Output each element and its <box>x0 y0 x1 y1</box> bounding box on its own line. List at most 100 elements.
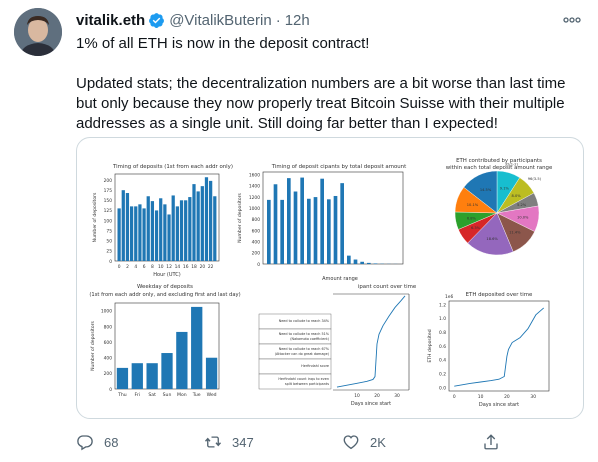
chart4-ytick: 800 <box>104 324 113 330</box>
chart1-bar <box>138 204 142 261</box>
chart2-bar <box>273 184 278 264</box>
chart6-exponent: 1e6 <box>445 294 453 300</box>
chart1-bar <box>196 191 200 261</box>
chart1-bar <box>129 206 134 261</box>
chart4-xtick: Tue <box>192 392 201 398</box>
like-count: 2K <box>370 434 386 450</box>
chart1-xtick: 16 <box>183 264 189 270</box>
chart4-xtick: Fri <box>135 392 140 398</box>
chart2-bar <box>367 262 371 264</box>
chart1-xtick: 8 <box>151 264 154 270</box>
chart3-slice-pct: 9.1% <box>500 187 510 191</box>
chart2-bar <box>307 198 311 264</box>
chart1-bar <box>150 201 155 261</box>
chart4-xtick: Mon <box>177 392 187 398</box>
chart1-bar <box>134 206 138 261</box>
chart1-ytick: 50 <box>106 239 112 245</box>
chart1-bar <box>159 198 163 261</box>
chart1-bar <box>175 206 179 261</box>
chart2-bar <box>347 255 351 264</box>
chart5-title: ipant count over time <box>358 284 417 290</box>
share-icon <box>484 434 498 450</box>
reply-button[interactable]: 68 <box>76 430 118 454</box>
chart5-xtick: 20 <box>374 393 380 399</box>
chart2-ytick: 1400 <box>249 184 260 190</box>
chart3-slice-label: 96(3-5) <box>528 177 542 181</box>
chart2-bar <box>360 261 364 264</box>
chart1-xtick: 22 <box>208 264 214 270</box>
chart4-ytick: 600 <box>104 340 113 346</box>
chart2-ytick: 1200 <box>249 195 260 201</box>
chart4-bar <box>116 367 129 389</box>
chart2-title: Timing of deposit cipants by total depos… <box>271 164 406 170</box>
chart6-line <box>454 307 545 387</box>
more-dots-icon <box>563 17 581 23</box>
chart2-bar <box>313 197 318 264</box>
chart1-frame <box>114 173 220 262</box>
tweet-media-image[interactable]: Timing of deposits (1st from each addr o… <box>76 137 584 419</box>
chart2-xlabel: Amount range <box>322 276 358 282</box>
author-name[interactable]: vitalik.eth <box>76 11 146 29</box>
tweet-header: vitalik.eth @VitalikButerin · 12h <box>76 10 310 30</box>
chart2-ylabel: Number of depositors <box>237 192 243 242</box>
chart4-bar <box>131 363 143 389</box>
verified-badge-icon <box>149 12 165 28</box>
avatar[interactable] <box>14 8 62 56</box>
chart3-slice-pct: 10.0% <box>517 215 529 219</box>
chart4-bar <box>205 357 218 389</box>
chart6-ytick: 0.6 <box>439 344 446 350</box>
chart1-xtick: 10 <box>158 264 164 270</box>
chart2-ytick: 600 <box>252 228 261 234</box>
reply-count: 68 <box>104 434 119 450</box>
like-button[interactable]: 2K <box>342 430 386 454</box>
chart2-bar <box>267 199 271 264</box>
chart3-slice-pct: 11.4% <box>509 230 521 234</box>
chart1-bar <box>167 214 171 261</box>
chart4-bar <box>191 306 203 389</box>
chart1-bar <box>146 196 150 261</box>
chart4-bar <box>161 353 173 389</box>
chart3-slice-pct: 10.1% <box>467 203 479 207</box>
retweet-icon <box>204 436 222 448</box>
chart1-ytick: 100 <box>104 218 113 224</box>
chart2-bar <box>353 259 358 264</box>
tweet-timestamp[interactable]: 12h <box>284 11 310 29</box>
chart2-bar <box>300 177 304 264</box>
chart1-bar <box>121 190 125 261</box>
chart1-bar <box>163 204 167 261</box>
chart4-ytick: 200 <box>104 371 113 377</box>
chart1-ylabel: Number of depositors <box>92 192 98 242</box>
chart3-subtitle: within each total deposit amount range <box>446 165 553 171</box>
chart1-ytick: 175 <box>104 188 113 194</box>
chart3-slice <box>467 212 514 256</box>
chart2-bar <box>340 183 344 264</box>
chart6-ytick: 1.0 <box>439 316 446 322</box>
chart6-ytick: 0.2 <box>439 371 446 377</box>
chart1-bar <box>200 186 204 261</box>
chart1-bar <box>192 184 196 261</box>
chart6-xlabel: Days since start <box>479 402 519 408</box>
chart3-title: ETH contributed by participants <box>456 158 542 164</box>
chart6-xtick: 0 <box>453 394 456 400</box>
chart4-xtick: Thu <box>117 392 127 398</box>
chart3-slice-pct: 6.8% <box>467 216 477 220</box>
chart5-table-text: (Attacker can do great damage) <box>275 352 330 356</box>
chart1-xlabel: Hour (UTC) <box>153 272 180 278</box>
chart6-xtick: 20 <box>504 394 510 400</box>
chart2-bar <box>293 191 298 264</box>
more-options-button[interactable] <box>562 11 582 29</box>
chart1-bar <box>184 200 188 261</box>
chart4-bar <box>146 363 158 389</box>
share-button[interactable] <box>482 430 510 454</box>
chart1-bar <box>154 210 159 261</box>
chart5-table-text: split between participants <box>285 382 329 386</box>
chart4-bar <box>176 331 188 389</box>
chart2-ytick: 1600 <box>249 173 260 179</box>
chart6-xtick: 30 <box>530 394 536 400</box>
chart5-table-text: Need to collude to reach 67% <box>279 347 330 351</box>
retweet-button[interactable]: 347 <box>204 430 254 454</box>
chart4-subtitle: (1st from each addr only, and excluding … <box>89 292 240 298</box>
author-handle[interactable]: @VitalikButerin <box>169 11 272 29</box>
chart1-bar <box>125 193 130 261</box>
